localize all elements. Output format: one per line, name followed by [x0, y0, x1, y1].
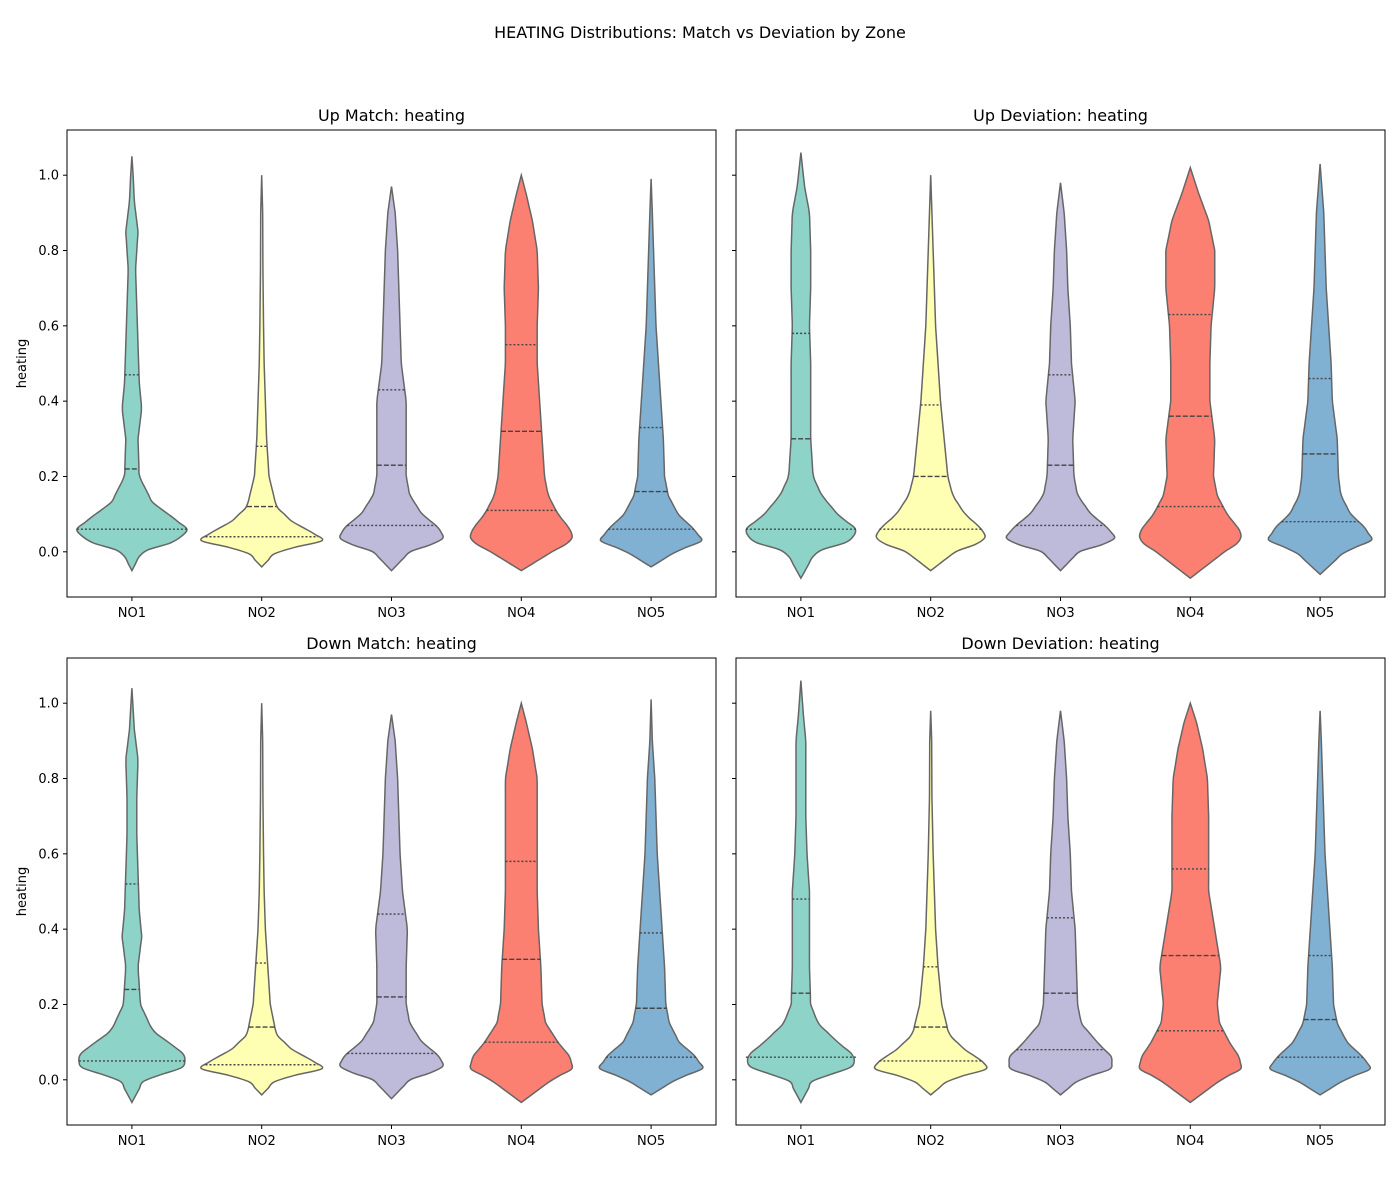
- x-tick-label: NO3: [377, 1134, 405, 1149]
- violin-body: [1008, 710, 1113, 1096]
- subplot-1: Up Match: heating NO1 NO2 NO3 NO4 NO5 0.0 0.2 0.…: [15, 106, 717, 621]
- subplot-title: Down Match: heating: [306, 634, 477, 653]
- figure-suptitle: HEATING Distributions: Match vs Deviatio…: [494, 23, 906, 42]
- x-tick-label: NO1: [118, 1134, 146, 1149]
- violin-no1: [76, 156, 188, 573]
- violin-body: [746, 680, 856, 1104]
- violin-body: [1138, 700, 1243, 1104]
- violin-no5: [598, 699, 704, 1096]
- violin-body: [339, 714, 444, 1100]
- subplot-title: Up Match: heating: [318, 106, 465, 125]
- violin-no4: [1138, 700, 1243, 1104]
- x-tick-label: NO1: [787, 606, 815, 621]
- y-tick-label: 0.8: [38, 772, 59, 787]
- plot-frame: [66, 129, 717, 598]
- subplot-4: Down Deviation: heating NO1 NO2 NO3 NO4 NO5: [732, 634, 1386, 1149]
- x-tick-label: NO2: [248, 606, 276, 621]
- violin-no3: [339, 714, 444, 1100]
- violin-no2: [873, 710, 988, 1096]
- violin-no1: [745, 152, 857, 580]
- violin-no2: [200, 703, 324, 1096]
- y-axis-label: heating: [15, 339, 30, 388]
- violin-no3: [339, 186, 444, 572]
- violin-no4: [469, 700, 574, 1104]
- violin-no3: [1008, 710, 1113, 1096]
- x-tick-label: NO3: [1046, 606, 1074, 621]
- y-tick-label: 0.4: [38, 923, 59, 938]
- x-tick-label: NO5: [637, 1134, 665, 1149]
- subplot-title: Up Deviation: heating: [973, 106, 1148, 125]
- violin-no4: [1138, 165, 1242, 580]
- plot-frame: [735, 129, 1386, 598]
- x-tick-label: NO3: [377, 606, 405, 621]
- y-tick-label: 1.0: [38, 697, 59, 712]
- violin-no5: [599, 178, 703, 568]
- y-tick-label: 0.0: [38, 1073, 59, 1088]
- x-tick-label: NO1: [787, 1134, 815, 1149]
- y-tick-label: 0.2: [38, 470, 59, 485]
- violin-body: [1267, 163, 1373, 576]
- violin-body: [339, 186, 444, 572]
- subplot-3: Down Match: heating NO1 NO2 NO3 NO4 NO5 0.0 0.2…: [15, 634, 717, 1149]
- x-tick-label: NO2: [917, 1134, 945, 1149]
- x-tick-label: NO5: [637, 606, 665, 621]
- x-tick-label: NO5: [1306, 606, 1334, 621]
- x-tick-label: NO2: [917, 606, 945, 621]
- violin-body: [1005, 182, 1116, 572]
- violin-body: [745, 152, 857, 580]
- subplot-title: Down Deviation: heating: [961, 634, 1159, 653]
- x-tick-label: NO5: [1306, 1134, 1334, 1149]
- plot-frame: [735, 657, 1386, 1126]
- x-tick-label: NO2: [248, 1134, 276, 1149]
- x-tick-label: NO4: [1176, 1134, 1204, 1149]
- y-tick-label: 1.0: [38, 169, 59, 184]
- violin-no5: [1267, 163, 1373, 576]
- violin-body: [598, 699, 704, 1096]
- violin-body: [469, 172, 574, 572]
- violin-body: [76, 156, 188, 573]
- x-tick-label: NO1: [118, 606, 146, 621]
- x-tick-label: NO4: [507, 1134, 535, 1149]
- x-tick-label: NO3: [1046, 1134, 1074, 1149]
- y-tick-label: 0.6: [38, 847, 59, 862]
- violin-body: [78, 688, 186, 1104]
- subplot-2: Up Deviation: heating NO1 NO2 NO3 NO4 NO5: [732, 106, 1386, 621]
- y-tick-label: 0.0: [38, 545, 59, 560]
- violin-body: [875, 175, 986, 572]
- violin-body: [1269, 710, 1372, 1096]
- y-tick-label: 0.4: [38, 395, 59, 410]
- violin-no4: [469, 172, 574, 572]
- x-tick-label: NO4: [507, 606, 535, 621]
- plot-frame: [66, 657, 717, 1126]
- x-tick-label: NO4: [1176, 606, 1204, 621]
- violin-body: [200, 175, 324, 568]
- violin-no1: [78, 688, 186, 1104]
- violin-body: [200, 703, 324, 1096]
- violin-no2: [200, 175, 324, 568]
- y-tick-label: 0.6: [38, 319, 59, 334]
- violin-no5: [1269, 710, 1372, 1096]
- y-axis-label: heating: [15, 867, 30, 916]
- violin-no1: [745, 680, 856, 1104]
- violin-body: [469, 700, 574, 1104]
- violin-no2: [875, 175, 986, 572]
- y-tick-label: 0.2: [38, 998, 59, 1013]
- violin-no3: [1005, 182, 1116, 572]
- y-tick-label: 0.8: [38, 244, 59, 259]
- violin-body: [1138, 165, 1242, 580]
- violin-body: [599, 178, 703, 568]
